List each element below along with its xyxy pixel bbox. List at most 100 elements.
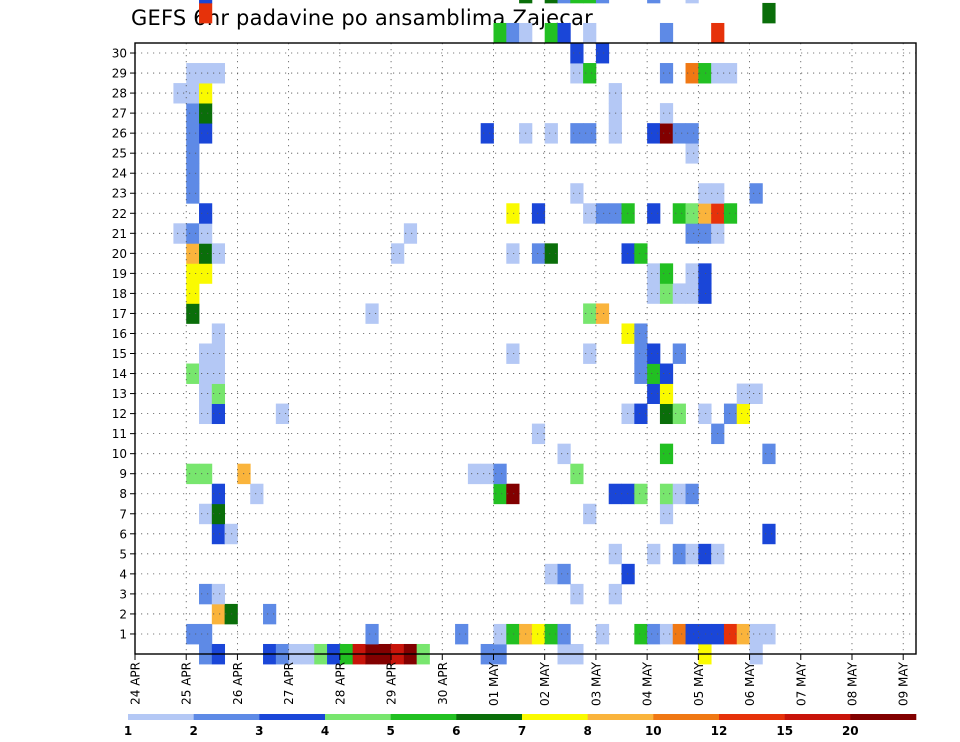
x-tick-label: 02 MAY — [538, 661, 552, 706]
heatmap-cell — [685, 203, 699, 224]
heatmap-cell — [723, 623, 738, 645]
legend-swatch — [653, 714, 720, 720]
heatmap-cell — [186, 103, 200, 124]
heatmap-cell — [749, 183, 763, 204]
heatmap-cell — [595, 303, 610, 324]
y-tick-label: 21 — [112, 227, 127, 241]
heatmap-cell — [647, 0, 661, 4]
heatmap-cell — [186, 223, 200, 244]
heatmap-cell — [199, 123, 213, 144]
legend-swatch — [259, 714, 326, 720]
legend-swatch — [193, 714, 260, 720]
heatmap-cell — [199, 63, 213, 84]
heatmap-cell — [762, 2, 776, 24]
heatmap-cell — [672, 403, 686, 425]
heatmap-cell — [211, 63, 226, 84]
heatmap-cell — [583, 63, 597, 84]
heatmap-cell — [186, 123, 200, 144]
heatmap-cell — [698, 283, 712, 304]
heatmap-cell — [570, 63, 584, 84]
color-legend: 1 2 3 4 5 6 7 8 10 12 15 20 — [124, 714, 917, 738]
heatmap-cell — [583, 503, 597, 525]
y-tick-label: 3 — [119, 587, 127, 601]
heatmap-cell — [595, 203, 610, 224]
heatmap-cell — [186, 183, 200, 204]
heatmap-cell — [672, 123, 686, 144]
heatmap-cell — [211, 343, 226, 364]
heatmap-cell — [211, 483, 226, 505]
heatmap-cell — [557, 0, 571, 4]
x-tick-label: 30 APR — [436, 662, 450, 705]
y-tick-label: 20 — [112, 247, 127, 261]
legend-swatch — [128, 714, 194, 720]
y-tick-label: 29 — [112, 67, 127, 81]
heatmap-cell — [698, 623, 712, 645]
heatmap-cell — [749, 383, 763, 404]
legend-level-label: 12 — [711, 724, 728, 738]
legend-level-label: 7 — [518, 724, 526, 738]
heatmap-cell — [250, 483, 264, 505]
heatmap-cell — [647, 263, 661, 284]
heatmap-cell — [685, 0, 699, 4]
heatmap-cell — [211, 383, 226, 404]
heatmap-cell — [544, 0, 558, 4]
heatmap-cell — [634, 323, 648, 344]
heatmap-cell — [493, 623, 507, 645]
heatmap-cell — [211, 583, 226, 605]
y-tick-label: 26 — [112, 127, 127, 141]
heatmap-cell — [199, 103, 213, 124]
heatmap-cell — [544, 22, 558, 44]
heatmap-cell — [544, 563, 558, 585]
heatmap-cell — [672, 343, 686, 364]
y-tick-label: 14 — [112, 367, 127, 381]
heatmap-cell — [493, 463, 507, 485]
legend-swatch — [325, 714, 391, 720]
heatmap-cell — [698, 543, 712, 565]
y-tick-label: 25 — [112, 147, 127, 161]
heatmap-cell — [211, 403, 226, 425]
heatmap-cell — [275, 403, 290, 425]
heatmap-cell — [762, 443, 776, 465]
heatmap-cell — [544, 623, 558, 645]
heatmap-cell — [723, 203, 738, 224]
heatmap-cell — [493, 483, 507, 505]
heatmap-cell — [672, 623, 686, 645]
heatmap-cell — [634, 363, 648, 384]
y-tick-label: 9 — [119, 467, 127, 481]
heatmap-cell — [199, 243, 213, 264]
x-tick-label: 05 MAY — [692, 661, 706, 706]
heatmap-cell — [647, 363, 661, 384]
legend-level-label: 4 — [321, 724, 329, 738]
heatmap-cell — [634, 343, 648, 364]
x-tick-label: 06 MAY — [743, 661, 757, 706]
legend-level-label: 20 — [842, 724, 859, 738]
heatmap-cell — [186, 263, 200, 284]
y-tick-label: 4 — [119, 567, 127, 581]
heatmap-cell — [672, 203, 686, 224]
heatmap-cell — [506, 203, 520, 224]
heatmap-cell — [685, 263, 699, 284]
y-tick-label: 12 — [112, 407, 127, 421]
heatmap-cell — [570, 123, 584, 144]
heatmap-cell — [173, 83, 187, 104]
y-axis: 1234567891011121314151617181920212223242… — [112, 47, 135, 641]
heatmap-cell — [595, 623, 610, 645]
heatmap-cell — [762, 523, 776, 545]
heatmap-cell — [698, 223, 712, 244]
heatmap-cell — [711, 22, 725, 44]
heatmap-cell — [570, 183, 584, 204]
heatmap-cell — [403, 223, 418, 244]
heatmap-cell — [672, 543, 686, 565]
x-axis: 24 APR 25 APR 26 APR 27 APR 28 APR 29 APR 30 A… — [129, 654, 911, 706]
legend-swatch — [456, 714, 523, 720]
heatmap-cell — [186, 303, 200, 324]
heatmap-cell — [199, 2, 213, 24]
heatmap-cell — [570, 0, 584, 4]
heatmap-cell — [211, 323, 226, 344]
heatmap-cell — [736, 403, 750, 425]
heatmap-cell — [659, 263, 674, 284]
x-tick-label: 03 MAY — [589, 661, 603, 706]
heatmap-cell — [199, 623, 213, 645]
x-tick-label: 24 APR — [129, 662, 143, 705]
x-tick-label: 09 MAY — [897, 661, 911, 706]
